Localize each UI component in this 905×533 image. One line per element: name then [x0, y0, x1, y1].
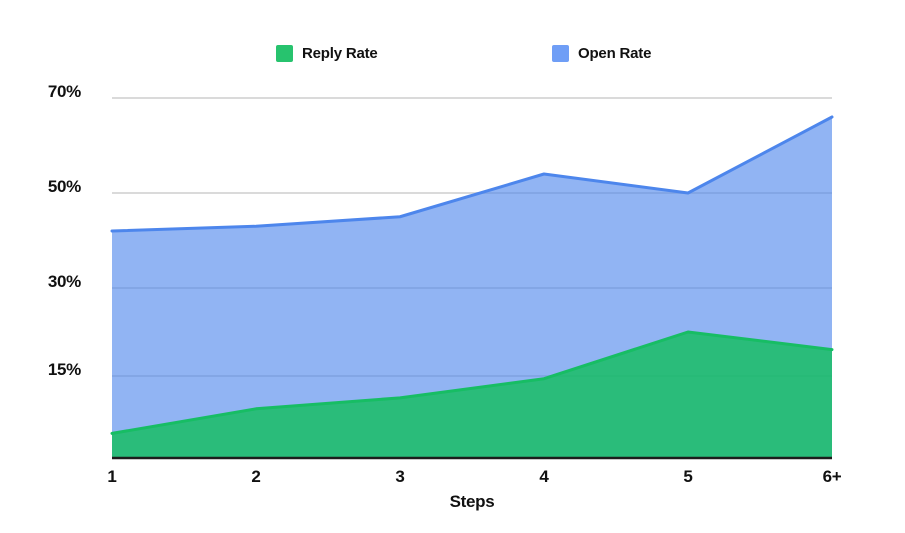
x-tick-label: 6+: [823, 467, 842, 486]
legend-item-reply-rate: Reply Rate: [276, 44, 378, 62]
x-tick-label: 3: [395, 467, 404, 486]
legend-label-reply-rate: Reply Rate: [302, 44, 378, 62]
y-tick-label: 70%: [48, 82, 81, 101]
reply-rate-swatch-icon: [276, 44, 293, 62]
legend-label-open-rate: Open Rate: [578, 44, 652, 62]
legend-item-open-rate: Open Rate: [552, 44, 651, 62]
y-tick-label: 15%: [48, 360, 81, 379]
y-tick-label: 30%: [48, 272, 81, 291]
open-rate-swatch-icon: [552, 44, 569, 62]
x-tick-label: 4: [539, 467, 549, 486]
x-tick-label: 2: [251, 467, 260, 486]
x-tick-label: 5: [683, 467, 692, 486]
x-axis-title: Steps: [449, 492, 495, 511]
reply-rate-line: [110, 330, 834, 435]
reply-rate-area: [112, 332, 832, 458]
open-rate-line: [110, 115, 834, 233]
y-tick-label: 50%: [48, 177, 81, 196]
x-tick-label: 1: [107, 467, 116, 486]
